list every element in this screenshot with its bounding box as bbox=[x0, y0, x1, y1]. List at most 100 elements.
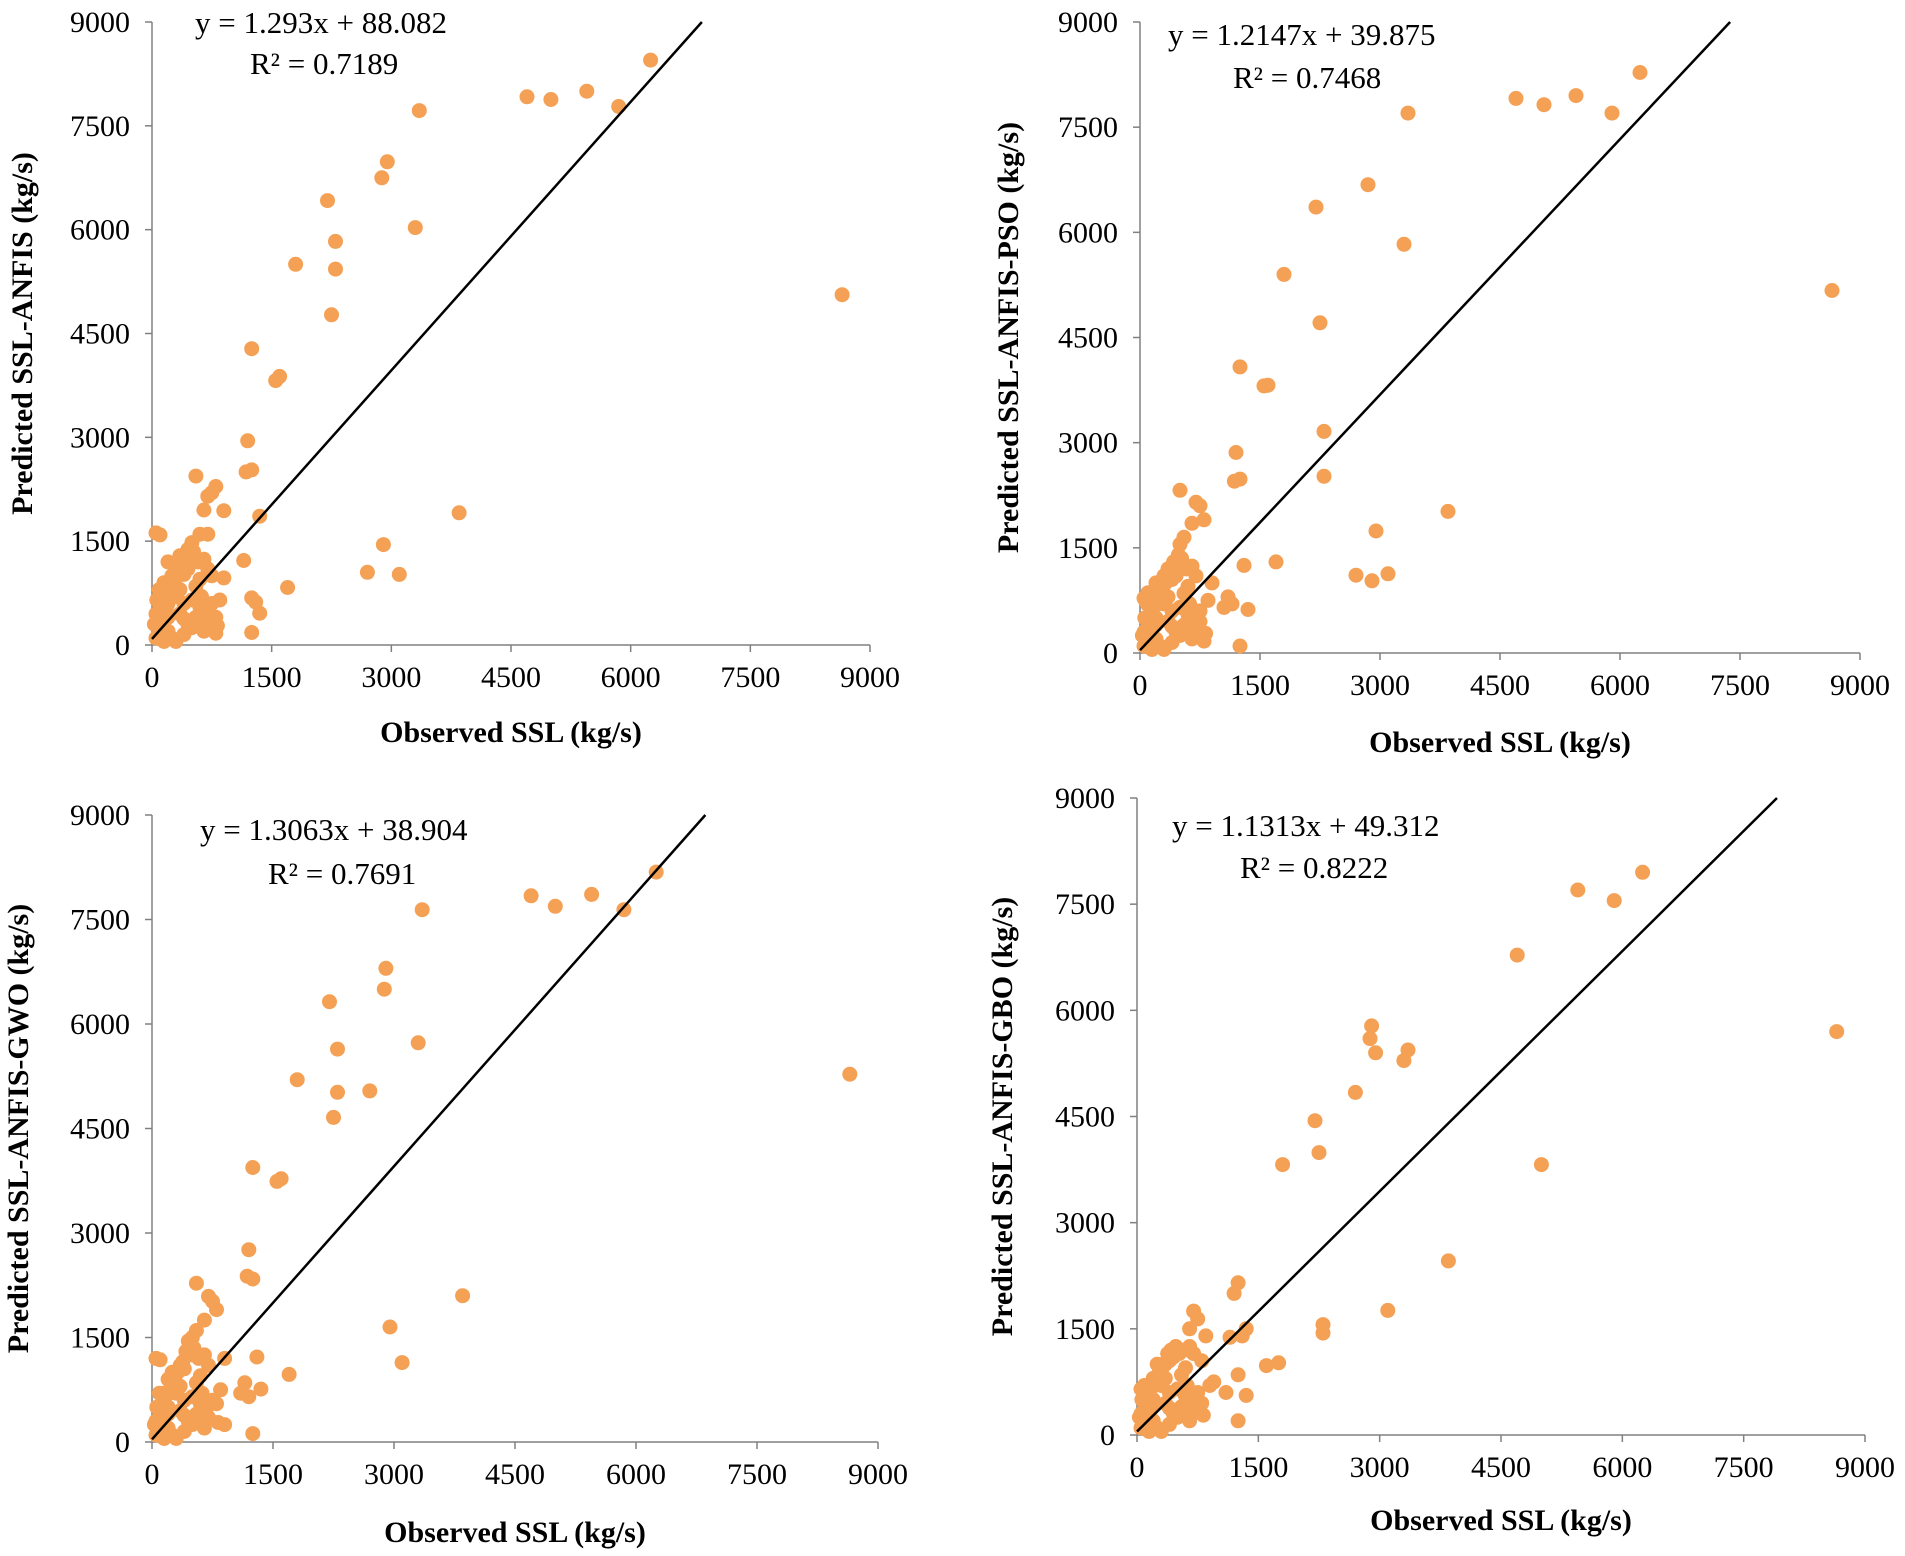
data-point bbox=[1198, 625, 1214, 641]
data-point bbox=[241, 1242, 257, 1258]
data-point bbox=[1238, 1321, 1254, 1337]
data-point bbox=[330, 1084, 345, 1100]
data-point bbox=[523, 888, 539, 904]
y-tick-label: 3000 bbox=[70, 1217, 130, 1250]
data-point bbox=[200, 488, 216, 504]
data-point bbox=[289, 1072, 305, 1088]
data-point bbox=[1509, 947, 1525, 963]
data-point bbox=[328, 233, 343, 249]
data-point bbox=[1364, 1018, 1380, 1034]
data-point bbox=[152, 527, 168, 543]
y-axis-label: Predicted SSL-ANFIS-GWO (kg/s) bbox=[2, 904, 35, 1353]
data-point bbox=[410, 1035, 426, 1051]
data-point bbox=[1226, 1285, 1242, 1301]
y-tick-label: 7500 bbox=[1058, 111, 1118, 144]
data-point bbox=[1380, 1302, 1396, 1318]
data-point bbox=[1275, 1157, 1291, 1173]
r-squared-label: R² = 0.7468 bbox=[1233, 60, 1381, 95]
y-tick-label: 4500 bbox=[1055, 1101, 1115, 1134]
chart-panel-2: 0 1500 3000 4500 6000 7500 9000 0 1500 3000 4500 60… bbox=[992, 6, 1890, 759]
data-point bbox=[1184, 515, 1200, 531]
data-point bbox=[1632, 65, 1648, 80]
data-point bbox=[213, 1382, 229, 1398]
data-point bbox=[1180, 578, 1196, 594]
data-point bbox=[1176, 1342, 1192, 1358]
data-point bbox=[1316, 423, 1332, 439]
data-point bbox=[1150, 596, 1166, 612]
data-point bbox=[414, 902, 430, 918]
data-point bbox=[1182, 1321, 1198, 1337]
data-point bbox=[519, 89, 535, 105]
chart-panel-3: 0 1500 3000 4500 6000 7500 9000 0 1500 3000 4500 60… bbox=[2, 799, 908, 1549]
data-point bbox=[146, 1417, 162, 1433]
data-point bbox=[1206, 1374, 1222, 1390]
data-point bbox=[204, 596, 220, 611]
data-point bbox=[188, 1275, 204, 1291]
data-point bbox=[1362, 1031, 1378, 1047]
data-point bbox=[1136, 1378, 1152, 1393]
data-point bbox=[204, 568, 220, 584]
data-point bbox=[1218, 1385, 1234, 1400]
data-point bbox=[192, 571, 208, 587]
data-point bbox=[1134, 1392, 1150, 1408]
data-point bbox=[359, 564, 375, 580]
data-point bbox=[1606, 893, 1622, 909]
trend-equation: y = 1.3063x + 38.904 bbox=[200, 812, 468, 847]
data-point bbox=[209, 618, 225, 634]
data-point bbox=[1312, 315, 1328, 331]
data-point bbox=[547, 898, 563, 914]
data-point bbox=[1307, 1113, 1323, 1129]
data-point bbox=[201, 1288, 216, 1304]
data-point bbox=[188, 1406, 204, 1422]
x-tick-label: 1500 bbox=[1228, 1451, 1288, 1484]
x-axis-label: Observed SSL (kg/s) bbox=[380, 716, 642, 749]
data-point bbox=[616, 902, 632, 918]
data-point bbox=[1190, 1311, 1206, 1327]
r-squared-label: R² = 0.8222 bbox=[1240, 850, 1388, 885]
data-point bbox=[1396, 236, 1412, 252]
x-tick-label: 7500 bbox=[1710, 669, 1770, 702]
y-tick-label: 9000 bbox=[1058, 6, 1118, 39]
y-axis-label: Predicted SSL-ANFIS-PSO (kg/s) bbox=[992, 122, 1025, 553]
data-point bbox=[328, 261, 343, 277]
x-axis-label: Observed SSL (kg/s) bbox=[1370, 1504, 1632, 1537]
data-point bbox=[326, 1109, 341, 1125]
x-tick-label: 3000 bbox=[1350, 1451, 1410, 1484]
y-tick-label: 3000 bbox=[70, 421, 130, 454]
data-point bbox=[451, 505, 467, 521]
x-tick-label: 4500 bbox=[1470, 669, 1530, 702]
x-tick-label: 7500 bbox=[1714, 1451, 1774, 1484]
data-point bbox=[1228, 445, 1244, 460]
x-tick-label: 3000 bbox=[364, 1458, 424, 1491]
data-point bbox=[176, 627, 192, 643]
data-point bbox=[1195, 1407, 1211, 1423]
x-tick-label: 6000 bbox=[601, 661, 661, 694]
x-tick-label: 9000 bbox=[840, 661, 900, 694]
data-point bbox=[1308, 199, 1324, 215]
y-tick-label: 0 bbox=[1103, 637, 1118, 670]
y-tick-label: 4500 bbox=[70, 318, 130, 351]
chart-panel-4: 0 1500 3000 4500 6000 7500 9000 0 1500 3000 4500 60… bbox=[986, 782, 1895, 1537]
data-point bbox=[245, 1426, 261, 1442]
data-point bbox=[1240, 602, 1256, 617]
y-tick-label: 4500 bbox=[70, 1113, 130, 1146]
data-point bbox=[320, 193, 335, 209]
data-point bbox=[391, 566, 407, 582]
data-point bbox=[252, 605, 268, 621]
data-point bbox=[378, 960, 394, 976]
data-point bbox=[196, 1312, 212, 1328]
y-tick-label: 1500 bbox=[1058, 532, 1118, 565]
y-tick-label: 9000 bbox=[70, 799, 130, 832]
data-point bbox=[238, 464, 254, 480]
data-point bbox=[362, 1083, 378, 1099]
data-point bbox=[1570, 882, 1586, 898]
data-point bbox=[162, 1385, 178, 1401]
data-point bbox=[1348, 567, 1364, 583]
data-point bbox=[322, 994, 337, 1010]
data-point bbox=[249, 1349, 265, 1365]
data-point bbox=[1141, 1424, 1157, 1439]
data-point bbox=[1226, 473, 1242, 489]
y-tick-label: 0 bbox=[115, 1426, 130, 1459]
y-tick-label: 4500 bbox=[1058, 322, 1118, 355]
x-tick-label: 1500 bbox=[1230, 669, 1290, 702]
